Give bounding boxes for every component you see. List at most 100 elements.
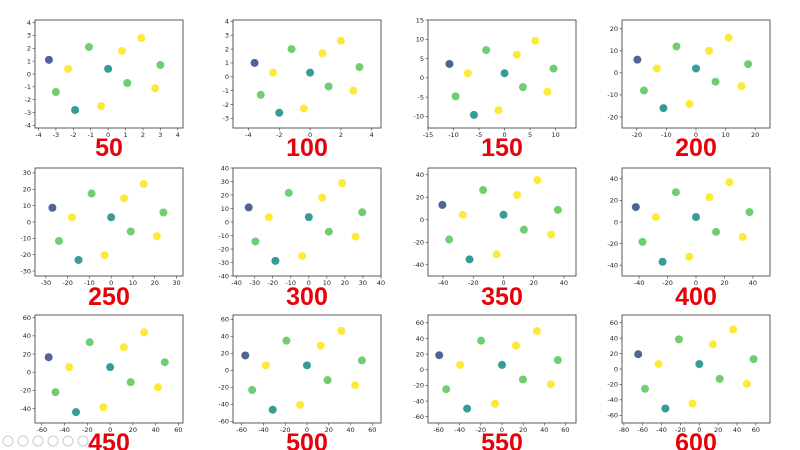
y-tick-label: 30 (221, 178, 229, 186)
y-tick-label: -60 (218, 418, 229, 426)
chart: -30 -20 -10 0 10 20 30 -30 -20 -10 0 10 20 30 250 (20, 167, 184, 311)
x-tick-label: -30 (249, 279, 260, 287)
point (724, 33, 733, 42)
y-tick-label: -20 (218, 245, 229, 253)
point (160, 358, 169, 367)
toolbar-button[interactable] (17, 435, 29, 447)
point (737, 82, 746, 91)
point (87, 189, 96, 198)
point (71, 408, 80, 417)
y-tick-label: -20 (413, 382, 424, 390)
point (553, 205, 562, 214)
x-tick-label: -40 (258, 426, 269, 434)
x-tick-label: -20 (631, 131, 642, 139)
y-tick-label: -20 (607, 381, 618, 389)
y-tick-label: -10 (218, 232, 229, 240)
point (445, 235, 454, 244)
point (634, 350, 643, 359)
y-tick-label: 20 (23, 186, 31, 194)
point (729, 325, 738, 334)
point (458, 210, 467, 219)
x-tick-label: 40 (749, 279, 757, 287)
point (451, 92, 460, 101)
y-tick-label: -20 (20, 387, 31, 395)
x-tick-label: 10 (551, 131, 559, 139)
x-tick-label: 20 (519, 426, 527, 434)
point (244, 203, 253, 212)
y-tick-label: -2 (25, 96, 31, 104)
x-tick-label: -20 (280, 426, 291, 434)
chart-caption: 400 (675, 283, 717, 311)
chart: -40 -30 -20 -10 0 10 20 30 40 -40 -30 -20 -10 0 10 20 30… (218, 164, 385, 311)
y-tick-label: 40 (221, 164, 229, 172)
point (531, 36, 540, 45)
y-tick-label: 1 (27, 57, 31, 65)
point (256, 90, 265, 99)
x-tick-label: 60 (174, 426, 182, 434)
x-tick-label: 20 (751, 131, 759, 139)
x-tick-label: -2 (276, 131, 282, 139)
x-tick-label: 0 (308, 131, 312, 139)
x-tick-label: 0 (108, 426, 112, 434)
x-tick-label: -20 (267, 279, 278, 287)
point (651, 213, 660, 222)
point (749, 355, 758, 364)
x-tick-label: 40 (560, 279, 568, 287)
y-tick-label: 20 (221, 350, 229, 358)
point (126, 227, 135, 236)
point (349, 86, 358, 95)
point (118, 46, 127, 55)
point (48, 203, 57, 212)
point (97, 102, 106, 111)
toolbar-button[interactable] (2, 435, 14, 447)
point (672, 42, 681, 51)
y-tick-label: -30 (218, 259, 229, 267)
point (435, 351, 444, 360)
x-tick-label: 20 (341, 279, 349, 287)
chart-caption: 300 (286, 283, 328, 311)
chart: -60 -40 -20 0 20 40 60 -60 -40 -20 0 20 40 60 550 (413, 314, 577, 450)
point (306, 68, 315, 77)
point (745, 208, 754, 217)
point (469, 110, 478, 119)
x-tick-label: 10 (323, 279, 331, 287)
x-tick-label: -10 (661, 131, 672, 139)
plot-frame (232, 19, 382, 129)
point (51, 88, 60, 96)
y-tick-label: 40 (610, 175, 618, 183)
chart-caption: 450 (88, 429, 130, 450)
point (271, 256, 280, 265)
plot-frame (34, 167, 184, 277)
x-tick-label: -20 (476, 426, 487, 434)
y-tick-label: 4 (27, 19, 31, 27)
point (250, 58, 259, 67)
x-tick-label: 30 (359, 279, 367, 287)
point (546, 380, 555, 389)
toolbar-button[interactable] (77, 435, 89, 447)
y-tick-label: 4 (225, 18, 229, 26)
point (304, 213, 313, 222)
x-tick-label: -40 (656, 426, 667, 434)
toolbar-button[interactable] (32, 435, 44, 447)
point (298, 252, 307, 261)
point (482, 46, 491, 55)
point (119, 343, 128, 352)
y-tick-label: -60 (607, 412, 618, 420)
y-tick-label: -2 (223, 101, 229, 109)
point (54, 236, 63, 245)
point (51, 388, 60, 397)
x-tick-label: -60 (236, 426, 247, 434)
y-tick-label: 0 (614, 365, 618, 373)
x-tick-label: 20 (530, 279, 538, 287)
x-tick-label: -5 (476, 131, 482, 139)
plot-frame (427, 167, 577, 277)
point (287, 45, 296, 54)
toolbar-button[interactable] (47, 435, 59, 447)
point (658, 257, 667, 266)
point (303, 361, 311, 370)
y-tick-label: 0 (614, 218, 618, 226)
point (498, 360, 506, 369)
toolbar-button[interactable] (62, 435, 74, 447)
point (65, 363, 74, 372)
chart-caption: 350 (481, 283, 523, 311)
